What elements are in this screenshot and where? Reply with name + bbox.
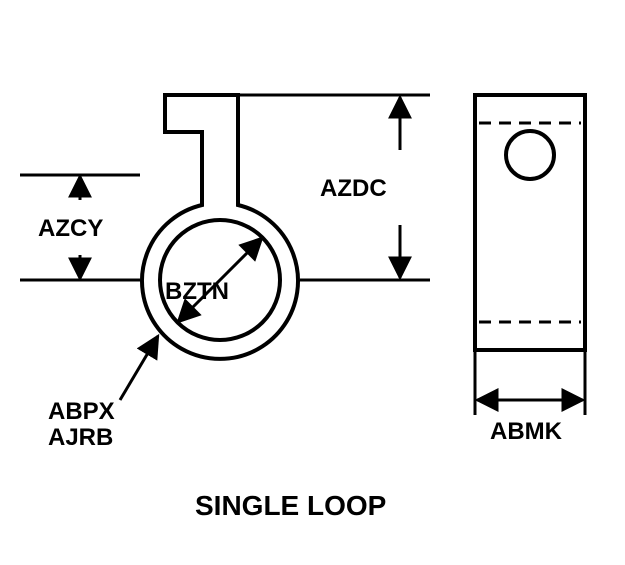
label-bztn: BZTN: [165, 278, 229, 306]
side-hole: [506, 131, 554, 179]
label-azcy: AZCY: [38, 215, 103, 243]
label-abpx: ABPX: [48, 398, 115, 426]
loop-outer-outline: [142, 95, 298, 359]
single-loop-diagram: AZCY AZDC BZTN ABPX AJRB ABMK SINGLE LOO…: [0, 0, 625, 565]
side-view-rect: [475, 95, 585, 350]
abpx-leader: [120, 336, 158, 400]
label-abmk: ABMK: [490, 418, 562, 446]
label-ajrb: AJRB: [48, 424, 113, 452]
diagram-title: SINGLE LOOP: [195, 490, 386, 522]
diagram-svg: [0, 0, 625, 565]
label-azdc: AZDC: [320, 175, 387, 203]
